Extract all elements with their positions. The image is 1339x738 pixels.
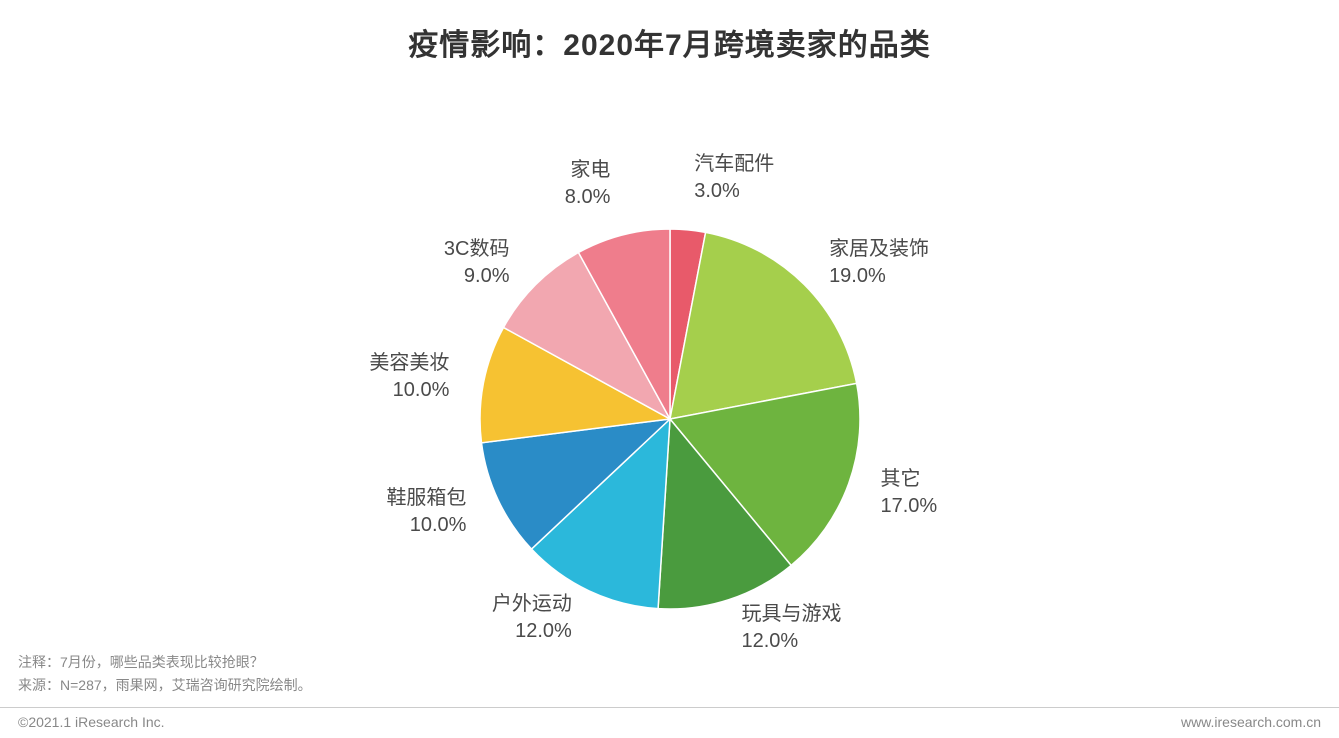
chart-title: 疫情影响：2020年7月跨境卖家的品类 [0, 0, 1339, 64]
slice-percent: 10.0% [386, 512, 466, 539]
slice-percent: 19.0% [829, 263, 929, 290]
footnotes: 注释：7月份，哪些品类表现比较抢眼？ 来源：N=287，雨果网，艾瑞咨询研究院绘… [18, 651, 312, 696]
footnote-source-label: 来源： [18, 677, 60, 693]
pie-slice-label: 家居及装饰19.0% [829, 236, 929, 290]
slice-category: 家居及装饰 [829, 236, 929, 263]
slice-percent: 17.0% [880, 493, 937, 520]
pie-slice-label: 鞋服箱包10.0% [386, 485, 466, 539]
slice-category: 3C数码 [444, 236, 510, 263]
footer-divider [0, 707, 1339, 708]
pie-slice-label: 玩具与游戏12.0% [741, 601, 841, 655]
footer-copyright: ©2021.1 iResearch Inc. [18, 714, 165, 730]
slice-percent: 9.0% [444, 263, 510, 290]
footnote-note-label: 注释： [18, 654, 60, 670]
footnote-note-text: 7月份，哪些品类表现比较抢眼？ [60, 654, 264, 670]
slice-category: 汽车配件 [694, 151, 774, 178]
slice-percent: 8.0% [565, 184, 611, 211]
slice-category: 其它 [880, 466, 937, 493]
pie-slice-label: 3C数码9.0% [444, 236, 510, 290]
pie-slice-label: 其它17.0% [880, 466, 937, 520]
slice-category: 鞋服箱包 [386, 485, 466, 512]
slice-percent: 10.0% [369, 377, 449, 404]
slice-category: 美容美妆 [369, 350, 449, 377]
footnote-source-text: N=287，雨果网，艾瑞咨询研究院绘制。 [60, 677, 312, 693]
pie-slice-label: 家电8.0% [565, 157, 611, 211]
footer-website: www.iresearch.com.cn [1181, 714, 1321, 730]
pie-chart: 汽车配件3.0%家居及装饰19.0%其它17.0%玩具与游戏12.0%户外运动1… [270, 119, 1070, 679]
slice-percent: 12.0% [492, 618, 572, 645]
slice-category: 户外运动 [492, 591, 572, 618]
slice-category: 玩具与游戏 [741, 601, 841, 628]
slice-percent: 12.0% [741, 628, 841, 655]
pie-slice-label: 汽车配件3.0% [694, 151, 774, 205]
pie-slice-label: 美容美妆10.0% [369, 350, 449, 404]
pie-slice-label: 户外运动12.0% [492, 591, 572, 645]
slice-category: 家电 [565, 157, 611, 184]
slice-percent: 3.0% [694, 178, 774, 205]
